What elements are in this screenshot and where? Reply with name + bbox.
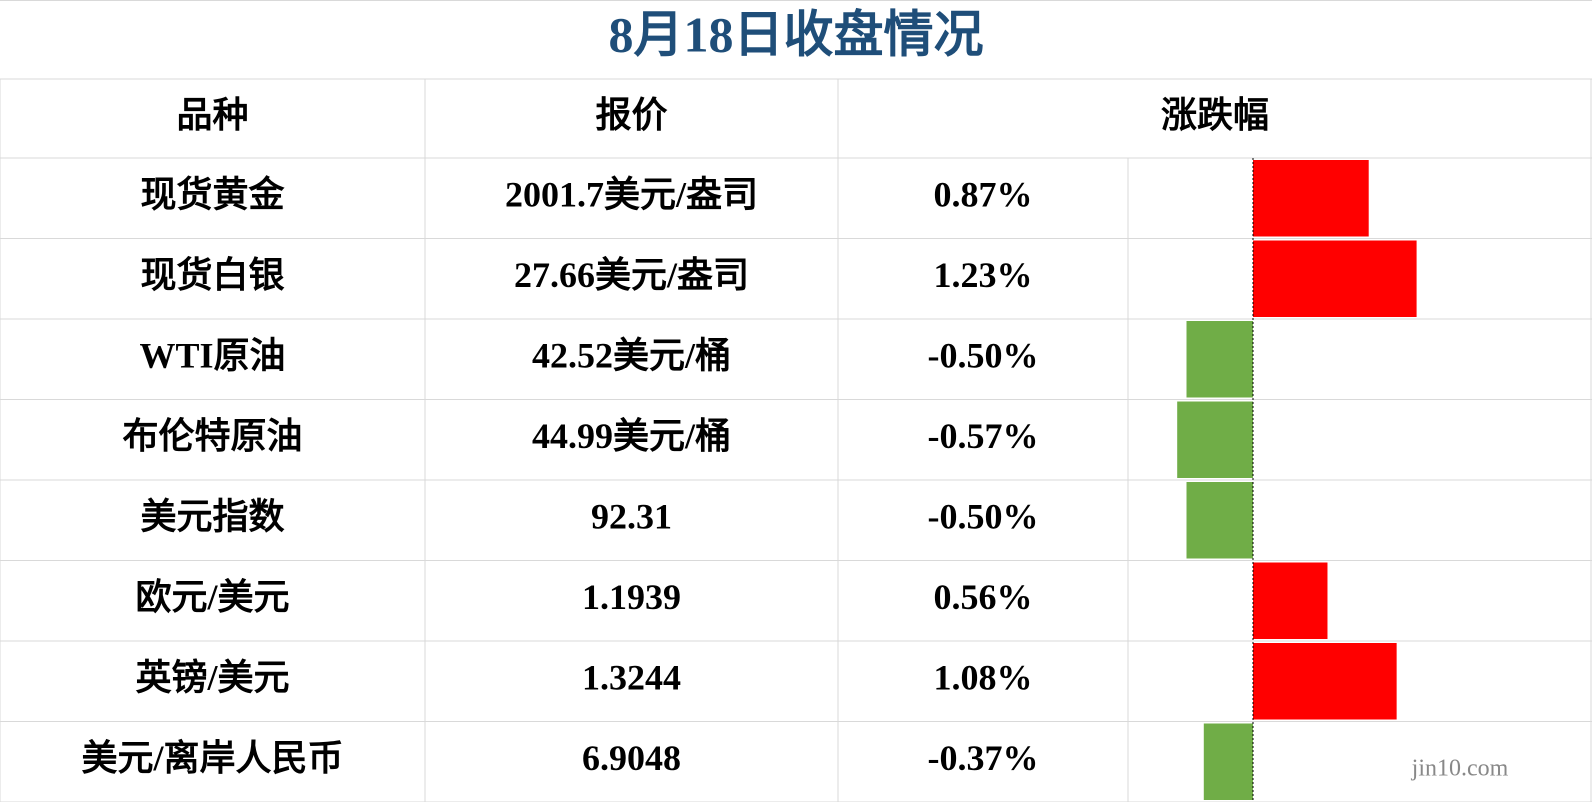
name-cell: 美元指数 bbox=[140, 497, 284, 537]
name-cell: WTI原油 bbox=[139, 336, 285, 376]
price-cell: 44.99美元/桶 bbox=[532, 416, 731, 456]
column-header: 涨跌幅 bbox=[1161, 95, 1269, 135]
price-cell: 27.66美元/盎司 bbox=[514, 255, 749, 295]
change-cell: 0.56% bbox=[934, 577, 1033, 617]
change-bar bbox=[1186, 482, 1253, 559]
price-cell: 6.9048 bbox=[582, 738, 681, 778]
name-cell: 英镑/美元 bbox=[135, 658, 289, 698]
price-cell: 92.31 bbox=[591, 497, 672, 537]
change-cell: -0.50% bbox=[928, 336, 1039, 376]
change-cell: -0.37% bbox=[928, 738, 1039, 778]
change-bar bbox=[1203, 723, 1253, 800]
change-cell: 1.08% bbox=[934, 658, 1033, 698]
change-cell: -0.57% bbox=[928, 416, 1039, 456]
price-cell: 1.1939 bbox=[582, 577, 681, 617]
name-cell: 布伦特原油 bbox=[122, 416, 302, 456]
change-bar bbox=[1253, 160, 1369, 237]
column-header: 报价 bbox=[595, 95, 667, 135]
change-cell: 1.23% bbox=[934, 255, 1033, 295]
change-bar bbox=[1186, 321, 1253, 398]
price-cell: 42.52美元/桶 bbox=[532, 336, 731, 376]
name-cell: 现货白银 bbox=[140, 255, 284, 295]
price-cell: 1.3244 bbox=[582, 658, 681, 698]
change-bar bbox=[1253, 240, 1417, 317]
change-bar bbox=[1177, 401, 1253, 478]
name-cell: 美元/离岸人民币 bbox=[81, 738, 343, 778]
title: 8月18日收盘情况 bbox=[609, 6, 984, 62]
change-cell: 0.87% bbox=[934, 175, 1033, 215]
name-cell: 现货黄金 bbox=[140, 174, 285, 215]
watermark: jin10.com bbox=[1411, 756, 1509, 782]
change-bar bbox=[1253, 643, 1397, 720]
price-cell: 2001.7美元/盎司 bbox=[505, 175, 758, 215]
column-header: 品种 bbox=[176, 95, 248, 135]
change-bar bbox=[1253, 562, 1328, 639]
name-cell: 欧元/美元 bbox=[135, 577, 289, 617]
change-cell: -0.50% bbox=[928, 497, 1039, 537]
